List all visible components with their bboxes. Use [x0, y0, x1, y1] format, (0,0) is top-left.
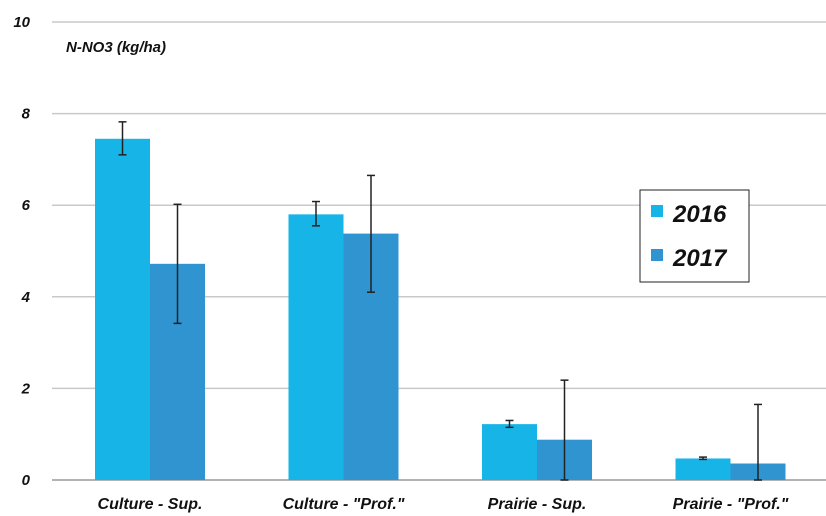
error-bar-2017 — [367, 174, 375, 293]
y-axis-unit-label: N-NO3 (kg/ha) — [66, 39, 166, 56]
x-category-label: Culture - "Prof." — [283, 496, 405, 513]
bar-2016 — [288, 214, 344, 481]
legend-label-2016: 2016 — [672, 201, 727, 228]
error-bar-2017 — [173, 203, 182, 325]
error-bar-2016 — [312, 200, 320, 227]
x-category-label: Culture - Sup. — [98, 496, 203, 513]
y-tick-label: 6 — [22, 197, 31, 214]
legend-swatch-2017 — [651, 249, 663, 261]
y-tick-label: 4 — [21, 289, 31, 306]
error-bar-2016 — [699, 456, 707, 461]
y-tick-label: 0 — [22, 472, 31, 489]
x-axis-labels: Culture - Sup. Culture - "Prof." Prairie -… — [98, 496, 789, 513]
x-category-label: Prairie - Sup. — [488, 496, 587, 513]
bar-2016 — [675, 458, 731, 480]
error-bar-2016 — [505, 419, 514, 429]
error-bar-2017 — [560, 379, 569, 481]
bar-2016 — [482, 424, 537, 480]
error-bar-2017 — [754, 403, 762, 481]
error-bar-2016 — [118, 121, 127, 156]
y-tick-label: 8 — [22, 106, 31, 123]
x-category-label: Prairie - "Prof." — [673, 496, 789, 513]
bar-2016 — [95, 138, 150, 481]
legend: 2016 2017 — [639, 189, 750, 283]
y-axis-ticks: 0 2 4 6 8 10 — [13, 14, 30, 489]
legend-swatch-2016 — [651, 205, 663, 217]
y-tick-label: 2 — [21, 380, 31, 397]
y-tick-label: 10 — [13, 14, 30, 31]
error-bars — [118, 121, 762, 481]
legend-label-2017: 2017 — [672, 245, 728, 272]
